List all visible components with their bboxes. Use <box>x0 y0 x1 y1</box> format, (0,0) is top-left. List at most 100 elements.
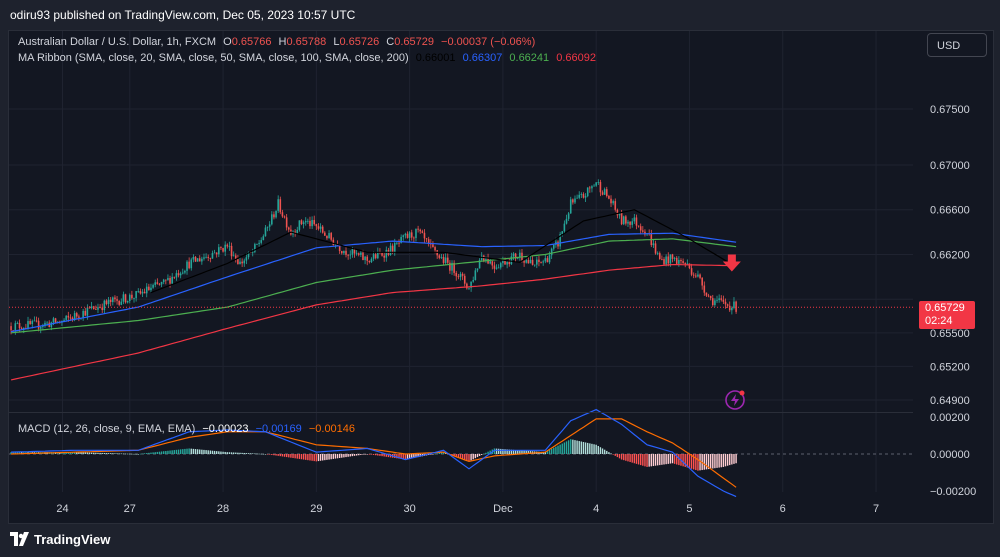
macd-histogram-bar <box>574 440 576 454</box>
candle-body <box>434 247 436 251</box>
macd-histogram-bar <box>676 454 678 465</box>
macd-histogram-bar <box>16 452 19 454</box>
macd-histogram-bar <box>71 452 74 454</box>
candle-body <box>508 261 511 265</box>
macd-histogram-bar <box>370 454 373 455</box>
ma-ribbon-legend[interactable]: MA Ribbon (SMA, close, 20, SMA, close, 5… <box>18 52 600 64</box>
macd-histogram-bar <box>379 454 381 456</box>
candle-body <box>658 253 661 260</box>
macd-histogram-bar <box>517 450 519 454</box>
candle-body <box>709 295 712 299</box>
price-tick-label: 0.64900 <box>930 395 970 407</box>
macd-histogram-bar <box>107 453 110 454</box>
candle-body <box>716 299 718 301</box>
time-tick-label: 29 <box>310 503 322 515</box>
candle-body <box>542 261 544 263</box>
candle-body <box>181 272 184 274</box>
candle-body <box>574 198 576 203</box>
macd-histogram-bar <box>663 454 665 465</box>
macd-histogram-bar <box>201 449 203 454</box>
down-arrow-icon <box>722 254 741 272</box>
candle-body <box>514 253 517 259</box>
macd-histogram-bar <box>375 454 377 456</box>
macd-histogram-bar <box>307 454 309 461</box>
macd-histogram-bar <box>656 454 659 466</box>
macd-histogram-bar <box>173 450 175 454</box>
candle-body <box>82 310 84 318</box>
candle-body <box>567 213 570 219</box>
macd-histogram-bar <box>330 454 332 460</box>
candle-body <box>627 221 629 224</box>
tradingview-brand[interactable]: TradingView <box>34 532 111 547</box>
macd-histogram-bar <box>383 454 385 457</box>
candle-body <box>105 300 108 305</box>
macd-histogram-bar <box>65 452 67 454</box>
candle-body <box>103 300 106 311</box>
macd-tick-label: 0.00200 <box>930 412 970 424</box>
candle-body <box>334 244 337 246</box>
price-tick-label: 0.66600 <box>930 205 970 217</box>
macd-histogram-bar <box>455 454 457 457</box>
candle-body <box>31 321 34 324</box>
candle-body <box>417 228 419 230</box>
candle-body <box>722 299 725 302</box>
candle-body <box>538 259 540 263</box>
candle-body <box>156 282 159 284</box>
currency-button[interactable]: USD <box>927 33 987 57</box>
candle-body <box>472 280 475 282</box>
candle-body <box>440 257 443 258</box>
symbol-legend[interactable]: Australian Dollar / U.S. Dollar, 1h, FXC… <box>18 36 539 48</box>
candle-body <box>476 268 479 271</box>
price-tick-label: 0.65200 <box>930 361 970 373</box>
candle-body <box>546 258 549 263</box>
macd-histogram-bar <box>459 454 462 459</box>
candle-body <box>22 327 25 330</box>
candle-body <box>173 276 176 278</box>
macd-histogram-bar <box>461 454 464 460</box>
price-tick-label: 0.67000 <box>930 160 970 172</box>
candle-body <box>671 254 674 259</box>
candle-body <box>190 259 193 269</box>
candle-body <box>383 255 385 258</box>
macd-histogram-bar <box>341 454 343 458</box>
macd-histogram-bar <box>413 454 415 458</box>
macd-legend[interactable]: MACD (12, 26, close, 9, EMA, EMA) −0.000… <box>18 423 359 435</box>
macd-histogram-bar <box>372 454 375 455</box>
macd-histogram-bar <box>18 452 21 454</box>
candle-body <box>37 320 40 329</box>
candle-body <box>497 267 500 269</box>
candle-body <box>73 313 76 320</box>
candle-body <box>294 231 296 234</box>
footer <box>0 524 1000 557</box>
macd-histogram-bar <box>555 446 557 454</box>
candle-body <box>540 262 542 263</box>
candle-body <box>304 221 307 223</box>
candle-body <box>410 232 413 238</box>
candle-body <box>720 298 723 300</box>
macd-histogram-bar <box>440 452 443 454</box>
macd-histogram-bar <box>570 439 572 454</box>
macd-histogram-bar <box>336 454 339 459</box>
candle-body <box>328 233 330 239</box>
macd-histogram-bar <box>360 454 362 455</box>
candle-body <box>385 249 388 258</box>
candle-body <box>669 254 672 264</box>
candle-body <box>279 199 282 213</box>
macd-histogram-bar <box>271 454 273 455</box>
candle-body <box>584 196 587 198</box>
macd-histogram-bar <box>167 450 169 454</box>
candle-body <box>493 265 496 269</box>
tradingview-logo-icon[interactable] <box>10 532 30 546</box>
pane-separator[interactable] <box>9 412 913 413</box>
macd-histogram-bar <box>105 453 108 454</box>
macd-histogram-bar <box>283 454 286 457</box>
candle-body <box>457 276 460 278</box>
macd-histogram-bar <box>387 454 390 458</box>
candle-body <box>724 301 727 305</box>
flash-icon[interactable] <box>724 389 746 411</box>
candle-body <box>625 216 627 224</box>
candle-body <box>126 301 129 303</box>
candle-body <box>731 307 733 311</box>
candle-body <box>701 277 703 286</box>
